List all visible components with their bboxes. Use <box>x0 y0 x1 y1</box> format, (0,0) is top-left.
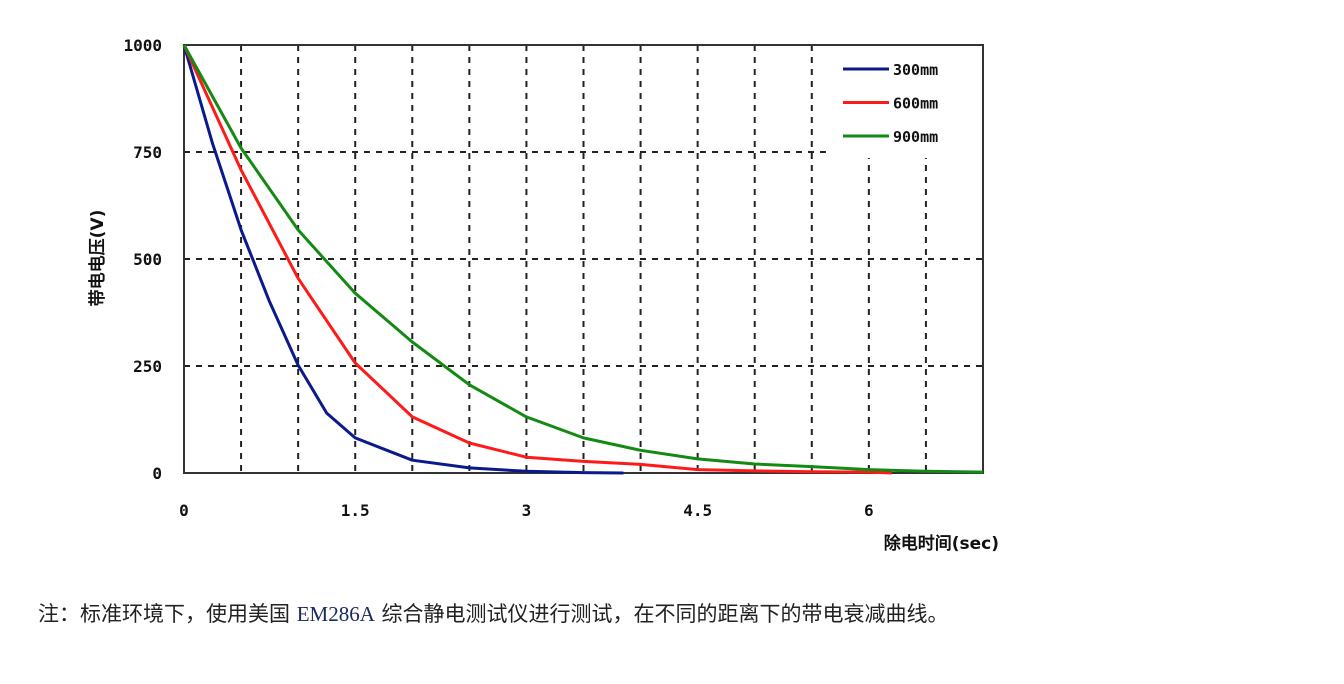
y-tick-label: 250 <box>133 357 162 376</box>
y-axis-label: 带电电压(V) <box>87 210 108 307</box>
caption-prefix: 注：标准环境下，使用美国 <box>38 602 297 626</box>
x-tick-label: 1.5 <box>341 501 370 520</box>
legend-label: 600mm <box>893 95 938 113</box>
x-tick-label: 3 <box>522 501 532 520</box>
caption-model: EM286A <box>296 602 375 626</box>
decay-chart: 0 1.5 3 4.5 6 0 250 500 750 1000 300mm 600mm 900mm… <box>87 36 999 554</box>
legend-label: 900mm <box>893 128 938 146</box>
caption-suffix: 综合静电测试仪进行测试，在不同的距离下的带电衰减曲线。 <box>374 602 949 626</box>
series-line-600mm <box>182 44 892 475</box>
y-tick-label: 500 <box>133 250 162 269</box>
series-line-300mm <box>182 44 624 475</box>
x-tick-label: 4.5 <box>683 501 712 520</box>
legend-label: 300mm <box>893 61 938 79</box>
x-tick-labels: 0 1.5 3 4.5 6 <box>179 501 873 520</box>
y-tick-labels: 0 250 500 750 1000 <box>123 36 162 483</box>
x-tick-label: 0 <box>179 501 189 520</box>
series-group <box>182 44 984 475</box>
x-axis-label: 除电时间(sec) <box>884 533 999 554</box>
y-tick-label: 1000 <box>123 36 162 55</box>
series-line-900mm <box>182 44 984 474</box>
caption: 注：标准环境下，使用美国 EM286A 综合静电测试仪进行测试，在不同的距离下的… <box>38 598 949 628</box>
y-tick-label: 0 <box>152 464 162 483</box>
x-tick-label: 6 <box>864 501 874 520</box>
y-tick-label: 750 <box>133 143 162 162</box>
legend: 300mm 600mm 900mm <box>843 61 938 146</box>
